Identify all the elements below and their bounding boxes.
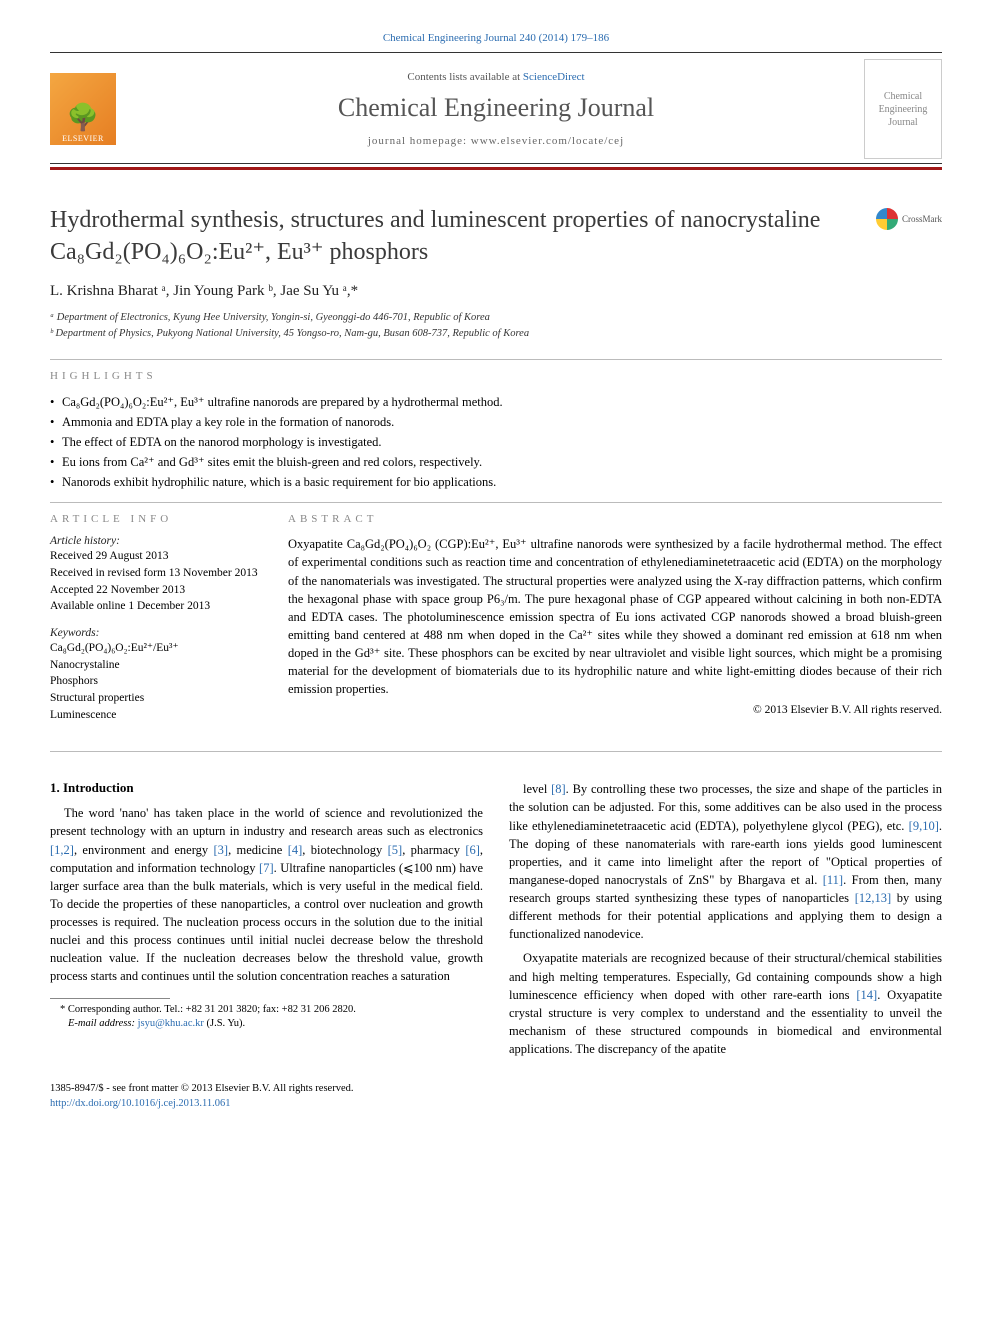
affiliation-a: ᵃ Department of Electronics, Kyung Hee U… (50, 310, 942, 326)
history-head: Article history: (50, 535, 260, 547)
highlight-item: Ca₈Gd₂(PO₄)₆O₂:Eu²⁺, Eu³⁺ ultrafine nano… (50, 392, 942, 412)
ref-link[interactable]: [8] (551, 782, 566, 796)
intro-heading: 1. Introduction (50, 780, 483, 796)
footnote-rule (50, 998, 170, 999)
journal-cover-thumb: Chemical Engineering Journal (864, 59, 942, 159)
keywords-head: Keywords: (50, 627, 260, 639)
journal-name: Chemical Engineering Journal (128, 93, 864, 123)
rule (50, 502, 942, 503)
highlights-label: highlights (50, 370, 942, 382)
contents-prefix: Contents lists available at (407, 71, 522, 83)
abstract-text: Oxyapatite Ca₈Gd₂(PO₄)₆O₂ (CGP):Eu²⁺, Eu… (288, 535, 942, 698)
ref-link[interactable]: [9,10] (909, 819, 939, 833)
contents-available: Contents lists available at ScienceDirec… (128, 71, 864, 83)
authors: L. Krishna Bharat ᵃ, Jin Young Park ᵇ, J… (50, 283, 942, 300)
highlights-list: Ca₈Gd₂(PO₄)₆O₂:Eu²⁺, Eu³⁺ ultrafine nano… (50, 392, 942, 492)
affiliation-b: ᵇ Department of Physics, Pukyong Nationa… (50, 326, 942, 342)
email-link[interactable]: jsyu@khu.ac.kr (138, 1018, 204, 1029)
journal-header: 🌳 ELSEVIER Contents lists available at S… (50, 52, 942, 164)
rule (50, 751, 942, 752)
highlight-item: The effect of EDTA on the nanorod morpho… (50, 432, 942, 452)
citation: Chemical Engineering Journal 240 (2014) … (50, 32, 942, 44)
highlight-item: Eu ions from Ca²⁺ and Gd³⁺ sites emit th… (50, 452, 942, 472)
intro-para-2: level [8]. By controlling these two proc… (509, 780, 942, 943)
page-footer: 1385-8947/$ - see front matter © 2013 El… (50, 1082, 942, 1111)
doi-link[interactable]: http://dx.doi.org/10.1016/j.cej.2013.11.… (50, 1098, 231, 1109)
articleinfo-label: article info (50, 513, 260, 525)
article-title: Hydrothermal synthesis, structures and l… (50, 204, 830, 269)
ref-link[interactable]: [12,13] (855, 891, 891, 905)
history-text: Received 29 August 2013 Received in revi… (50, 548, 260, 615)
tree-icon: 🌳 (67, 105, 99, 131)
highlight-item: Nanorods exhibit hydrophilic nature, whi… (50, 472, 942, 492)
keywords-text: Ca₈Gd₂(PO₄)₆O₂:Eu²⁺/Eu³⁺ Nanocrystaline … (50, 640, 260, 723)
ref-link[interactable]: [6] (465, 843, 480, 857)
ref-link[interactable]: [5] (388, 843, 403, 857)
abstract-copyright: © 2013 Elsevier B.V. All rights reserved… (288, 704, 942, 716)
crossmark-icon (876, 208, 898, 230)
body-columns: 1. Introduction The word 'nano' has take… (50, 780, 942, 1058)
elsevier-text: ELSEVIER (62, 134, 104, 143)
header-rule (50, 167, 942, 170)
ref-link[interactable]: [7] (259, 861, 274, 875)
crossmark-label: CrossMark (902, 214, 942, 224)
ref-link[interactable]: [14] (856, 988, 877, 1002)
issn-line: 1385-8947/$ - see front matter © 2013 El… (50, 1082, 942, 1097)
rule (50, 359, 942, 360)
journal-homepage: journal homepage: www.elsevier.com/locat… (128, 135, 864, 147)
corresponding-author: * Corresponding author. Tel.: +82 31 201… (50, 1003, 483, 1018)
elsevier-logo: 🌳 ELSEVIER (50, 73, 116, 145)
sciencedirect-link[interactable]: ScienceDirect (523, 71, 585, 83)
crossmark-badge[interactable]: CrossMark (876, 208, 942, 230)
highlight-item: Ammonia and EDTA play a key role in the … (50, 412, 942, 432)
ref-link[interactable]: [4] (288, 843, 303, 857)
affiliations: ᵃ Department of Electronics, Kyung Hee U… (50, 310, 942, 342)
ref-link[interactable]: [3] (213, 843, 228, 857)
ref-link[interactable]: [11] (823, 873, 843, 887)
abstract-label: abstract (288, 513, 942, 525)
corresponding-email: E-mail address: jsyu@khu.ac.kr (J.S. Yu)… (50, 1017, 483, 1032)
intro-para-1: The word 'nano' has taken place in the w… (50, 804, 483, 985)
ref-link[interactable]: [1,2] (50, 843, 74, 857)
intro-para-3: Oxyapatite materials are recognized beca… (509, 949, 942, 1058)
